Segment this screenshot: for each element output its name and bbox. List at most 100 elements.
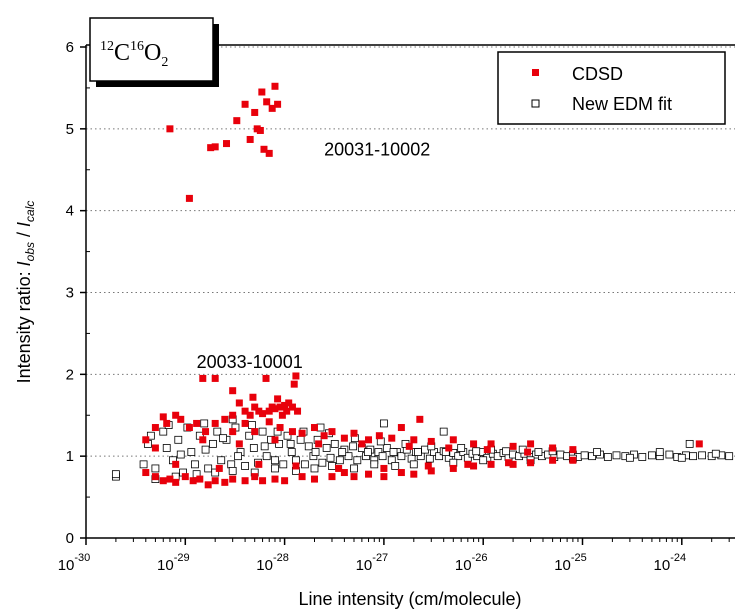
data-point-cdsd [233, 117, 241, 125]
data-point-cdsd [464, 460, 472, 468]
data-point-cdsd [388, 434, 396, 442]
data-point-cdsd [268, 104, 276, 112]
data-point-edm [326, 453, 335, 462]
legend-label-cdsd: CDSD [572, 64, 623, 84]
data-point-cdsd [569, 446, 577, 454]
data-point-cdsd [281, 477, 289, 485]
y-label-den-sub: calc [23, 201, 37, 222]
data-point-cdsd [276, 403, 284, 411]
data-point-cdsd [470, 440, 478, 448]
y-tick-label: 2 [66, 366, 74, 383]
data-point-edm [638, 453, 647, 461]
data-point-cdsd [177, 415, 185, 423]
data-point-cdsd [241, 419, 249, 427]
data-point-cdsd [255, 407, 263, 415]
data-point-edm [612, 451, 621, 460]
data-point-edm [648, 451, 656, 460]
data-point-edm [111, 470, 120, 479]
data-point-edm [655, 448, 664, 456]
legend-label-edm: New EDM fit [572, 94, 672, 114]
data-point-cdsd [185, 424, 193, 432]
data-point-edm [322, 444, 331, 452]
data-point-cdsd [449, 436, 457, 444]
data-point-edm [248, 421, 256, 429]
data-point-cdsd [151, 473, 159, 481]
data-point-cdsd [259, 477, 267, 485]
data-point-edm [665, 450, 674, 459]
data-point-edm [350, 464, 358, 473]
x-axis-ticks: 10-30 10-29 10-28 10-27 10-26 10-25 10-24 [58, 538, 730, 574]
data-point-cdsd [163, 419, 171, 427]
data-point-cdsd [172, 460, 180, 468]
data-point-edm [187, 448, 196, 456]
molecule-element-1: C [114, 40, 130, 66]
data-point-cdsd [416, 415, 424, 423]
data-point-cdsd [288, 428, 296, 436]
data-point-cdsd [251, 108, 259, 116]
y-tick-label: 0 [66, 530, 74, 547]
y-axis-ticks: 0 1 2 3 4 5 6 [66, 39, 90, 547]
data-point-edm [454, 452, 463, 461]
data-point-edm [271, 456, 279, 465]
molecule-formula: 12C16O2 [100, 39, 168, 70]
data-point-edm [338, 448, 347, 456]
data-point-edm [379, 419, 388, 428]
annotation-label: 20033-10001 [197, 352, 303, 372]
data-point-cdsd [241, 477, 249, 485]
data-point-cdsd [265, 418, 273, 426]
x-tick-label: 10-26 [455, 552, 488, 574]
data-point-edm [162, 444, 171, 452]
data-point-cdsd [189, 477, 197, 485]
data-point-edm [593, 448, 601, 456]
x-tick-label: 10-24 [654, 552, 687, 574]
data-point-edm [685, 439, 694, 448]
data-point-cdsd [292, 372, 300, 380]
data-point-edm [258, 427, 267, 436]
data-point-edm [146, 431, 155, 440]
data-point-cdsd [211, 477, 219, 485]
y-label-sep: / [14, 227, 34, 242]
data-point-cdsd [274, 100, 282, 108]
series-cdsd [142, 82, 703, 489]
data-point-edm [389, 448, 398, 456]
data-point-edm [217, 456, 226, 465]
data-point-cdsd [310, 424, 318, 432]
data-point-cdsd [470, 462, 478, 470]
molecule-sup-2: 16 [130, 39, 144, 54]
data-point-cdsd [166, 475, 174, 483]
data-point-cdsd [159, 477, 167, 485]
data-point-cdsd [285, 399, 293, 407]
data-point-cdsd [151, 444, 159, 452]
data-point-cdsd [229, 411, 237, 419]
data-point-cdsd [410, 436, 418, 444]
x-tick-label: 10-28 [256, 552, 289, 574]
data-point-cdsd [358, 440, 366, 448]
data-point-cdsd [335, 464, 343, 472]
data-point-cdsd [424, 462, 432, 470]
data-point-edm [391, 462, 400, 470]
data-point-cdsd [509, 460, 517, 468]
data-point-edm [725, 452, 734, 461]
data-point-cdsd [350, 429, 358, 437]
data-point-edm [457, 444, 466, 452]
data-point-edm [310, 464, 319, 473]
data-point-cdsd [487, 440, 495, 448]
data-point-edm [211, 468, 220, 477]
data-point-cdsd [265, 149, 273, 157]
data-point-cdsd [159, 413, 167, 421]
data-point-cdsd [221, 478, 229, 486]
data-point-edm [151, 464, 160, 473]
data-point-cdsd [271, 82, 279, 90]
data-point-cdsd [166, 125, 174, 133]
y-axis-label: Intensity ratio: Iobs / Icalc [14, 201, 37, 384]
data-point-edm [287, 448, 296, 456]
data-point-edm [689, 452, 698, 461]
data-point-cdsd [276, 424, 284, 432]
y-label-num-sub: obs [23, 242, 37, 261]
x-tick-label: 10-27 [356, 552, 389, 574]
data-point-cdsd [278, 411, 286, 419]
data-point-edm [580, 451, 589, 460]
data-point-edm [213, 427, 222, 436]
data-point-cdsd [193, 419, 201, 427]
data-point-cdsd [255, 460, 263, 468]
